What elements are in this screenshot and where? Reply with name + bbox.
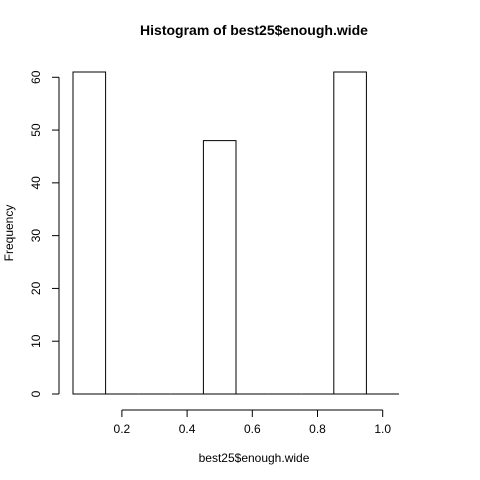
y-tick-label: 60 [29,70,43,84]
y-tick-label: 40 [29,176,43,190]
x-tick-label: 0.6 [244,422,261,436]
y-tick-label: 50 [29,123,43,137]
y-tick-label: 30 [29,229,43,243]
x-tick-label: 0.8 [309,422,326,436]
histogram-bar [72,71,107,395]
y-tick-label: 0 [29,390,43,397]
chart-title: Histogram of best25$enough.wide [140,22,368,38]
x-axis: 0.2 0.4 0.6 0.8 1.0 [114,409,391,436]
histogram-bar [202,140,237,395]
histogram-bar [333,71,367,395]
y-tick-label: 10 [29,334,43,348]
x-axis-label: best25$enough.wide [199,451,310,465]
x-tick-label: 0.4 [179,422,196,436]
y-tick-label: 20 [29,281,43,295]
x-tick-label: 1.0 [374,422,391,436]
x-tick-label: 0.2 [114,422,131,436]
bars-group [72,71,399,395]
y-axis-label: Frequency [2,205,16,262]
y-axis: 0 10 20 30 40 50 60 [29,70,60,397]
